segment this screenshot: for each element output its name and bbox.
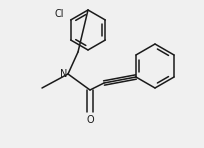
Text: Cl: Cl <box>55 8 64 18</box>
Text: O: O <box>86 115 94 125</box>
Text: N: N <box>60 69 68 79</box>
